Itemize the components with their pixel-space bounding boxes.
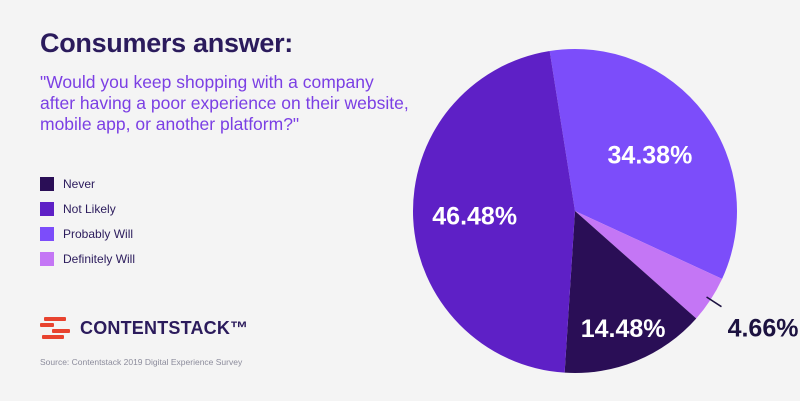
legend: Never Not Likely Probably Will Definitel… <box>40 175 135 275</box>
contentstack-logo-icon <box>40 317 70 339</box>
brand-name: CONTENTSTACK™ <box>80 317 249 338</box>
survey-question: "Would you keep shopping with a company … <box>40 72 409 134</box>
pie-slice-never <box>564 211 697 373</box>
legend-label-not-likely: Not Likely <box>63 201 116 216</box>
source-note: Source: Contentstack 2019 Digital Experi… <box>40 357 243 367</box>
data-label-probably-will: 34.38% <box>608 141 693 169</box>
legend-item-definitely-will: Definitely Will <box>40 250 135 267</box>
data-label-not-likely: 46.48% <box>432 203 517 231</box>
pie-slice-definitely-will <box>575 211 723 319</box>
legend-item-never: Never <box>40 175 135 192</box>
legend-swatch-probably-will <box>40 226 54 241</box>
legend-swatch-never <box>40 176 54 191</box>
legend-label-never: Never <box>63 176 96 191</box>
data-label-definitely-will: 4.66% <box>728 315 799 343</box>
leader-line-definitely-will <box>706 296 722 308</box>
legend-item-probably-will: Probably Will <box>40 225 135 242</box>
legend-label-definitely-will: Definitely Will <box>63 251 136 266</box>
legend-label-probably-will: Probably Will <box>63 226 134 241</box>
legend-swatch-definitely-will <box>40 251 54 266</box>
data-label-never: 14.48% <box>581 315 666 343</box>
pie-slice-not-likely <box>413 50 575 373</box>
brand-logo: CONTENTSTACK™ <box>40 316 248 340</box>
chart-title: Consumers answer: <box>40 28 293 58</box>
legend-swatch-not-likely <box>40 201 54 216</box>
legend-item-not-likely: Not Likely <box>40 200 135 217</box>
pie-slice-probably-will <box>549 48 738 279</box>
